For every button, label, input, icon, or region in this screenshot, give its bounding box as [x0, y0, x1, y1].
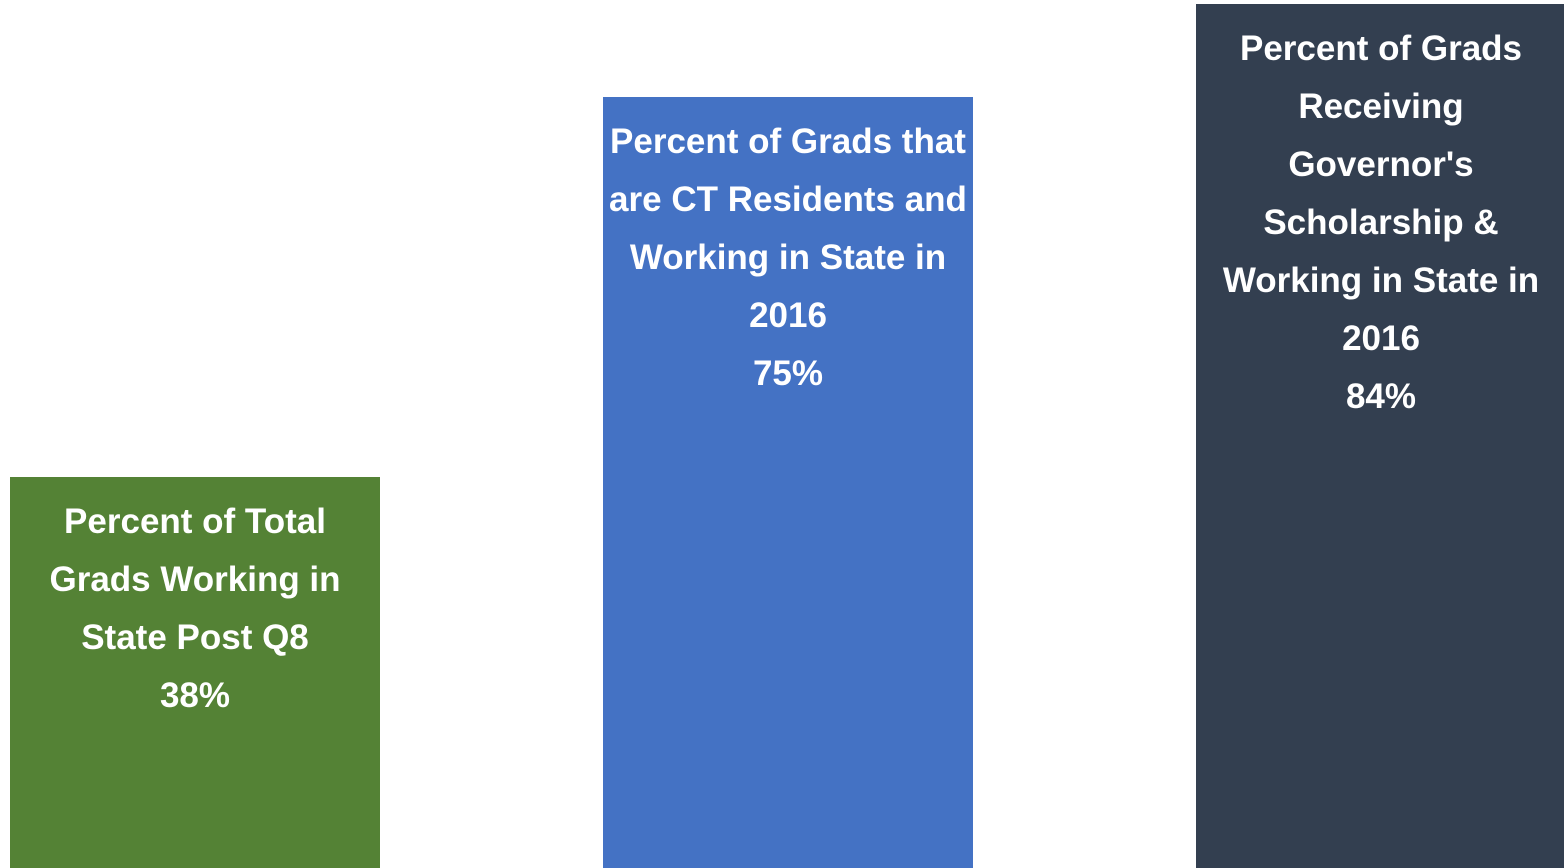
bar-value-label: 84%: [1345, 377, 1417, 417]
bar-category-label: Percent of Total Grads Working in State …: [49, 502, 341, 658]
bar-value-label: 75%: [752, 354, 824, 393]
bar-value-label: 38%: [159, 676, 231, 716]
bar: Percent of Grads Receiving Governor's Sc…: [1196, 4, 1564, 868]
bar-category-label: Percent of Grads Receiving Governor's Sc…: [1222, 29, 1540, 359]
bar: Percent of Grads that are CT Residents a…: [603, 97, 973, 868]
bar: Percent of Total Grads Working in State …: [10, 477, 380, 868]
bar-category-label: Percent of Grads that are CT Residents a…: [609, 122, 967, 335]
